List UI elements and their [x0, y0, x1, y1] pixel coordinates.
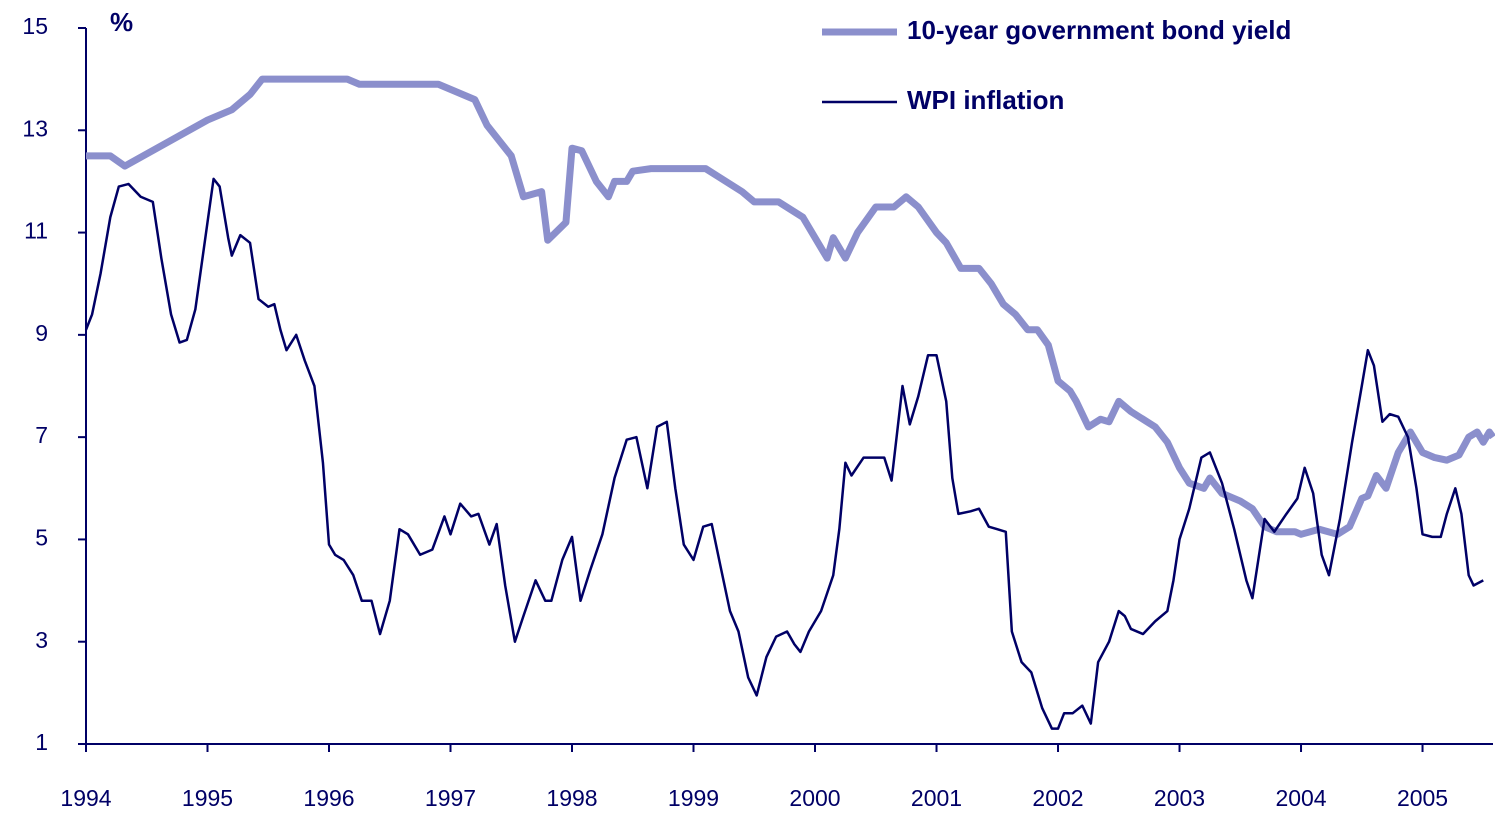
y-axis-label: % — [110, 7, 133, 37]
x-tick-label: 1997 — [425, 785, 476, 811]
x-tick-label: 2001 — [911, 785, 962, 811]
x-tick-label: 1995 — [182, 785, 233, 811]
legend-label: WPI inflation — [907, 85, 1064, 115]
y-tick-label: 7 — [35, 422, 48, 448]
y-tick-label: 1 — [35, 729, 48, 755]
x-tick-label: 1996 — [303, 785, 354, 811]
x-tick-label: 1994 — [60, 785, 111, 811]
y-tick-label: 15 — [22, 13, 48, 39]
x-tick-label: 2003 — [1154, 785, 1205, 811]
series-line — [86, 75, 1495, 538]
x-tick-label: 1999 — [668, 785, 719, 811]
x-tick-label: 2004 — [1275, 785, 1326, 811]
x-tick-label: 1998 — [546, 785, 597, 811]
x-tick-label: 2000 — [789, 785, 840, 811]
series-line — [84, 177, 1484, 730]
x-tick-label: 2002 — [1032, 785, 1083, 811]
y-tick-label: 5 — [35, 525, 48, 551]
y-tick-label: 13 — [22, 115, 48, 141]
x-tick-label: 2005 — [1397, 785, 1448, 811]
y-tick-label: 3 — [35, 627, 48, 653]
y-tick-label: 9 — [35, 320, 48, 346]
legend-label: 10-year government bond yield — [907, 15, 1291, 45]
y-tick-label: 11 — [24, 218, 48, 244]
